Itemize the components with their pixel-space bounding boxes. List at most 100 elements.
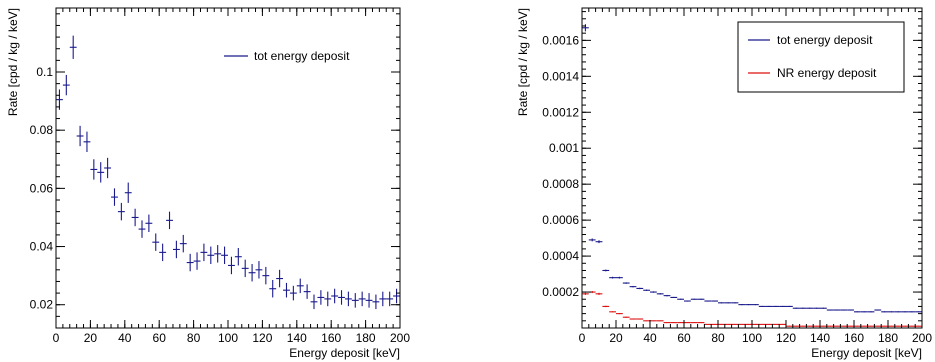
data-point xyxy=(358,291,366,307)
data-point xyxy=(813,325,820,327)
data-point xyxy=(670,322,678,324)
data-point xyxy=(269,280,277,298)
data-point xyxy=(888,311,895,313)
data-point xyxy=(772,323,780,325)
data-point xyxy=(718,302,725,304)
data-point xyxy=(806,307,814,309)
data-point xyxy=(881,325,888,327)
data-point xyxy=(881,311,888,313)
data-point xyxy=(697,322,705,324)
data-point xyxy=(656,320,664,322)
right-legend-label-tot: tot energy deposit xyxy=(777,33,873,47)
data-point xyxy=(582,24,589,32)
right-ytick-label: 0.0016 xyxy=(542,33,579,47)
data-point xyxy=(588,238,596,242)
data-point xyxy=(894,311,902,313)
data-point xyxy=(690,298,698,300)
data-point xyxy=(351,293,359,308)
data-point xyxy=(656,293,664,295)
right-ytick-label: 0.0002 xyxy=(542,285,579,299)
left-ytick-label: 0.1 xyxy=(36,65,53,79)
left-plot-panel: 0 20 40 60 80 100 120 140 160 180 200 0.02 0.04 0.06 0… xyxy=(6,7,410,360)
data-point xyxy=(69,35,77,59)
data-point xyxy=(915,325,922,327)
left-ytick-label: 0.04 xyxy=(30,240,54,254)
data-point xyxy=(786,305,793,307)
data-point xyxy=(697,298,705,300)
data-point xyxy=(731,302,739,304)
left-xtick-label: 40 xyxy=(118,331,132,345)
left-xlabel: Energy deposit [keV] xyxy=(289,346,400,360)
data-point xyxy=(854,311,861,313)
data-point xyxy=(677,298,684,300)
left-xtick-label: 100 xyxy=(218,331,238,345)
data-point xyxy=(643,320,650,322)
data-point xyxy=(650,320,657,322)
data-point xyxy=(104,157,112,179)
data-point xyxy=(650,291,657,293)
data-point xyxy=(833,325,841,327)
left-ytick-label: 0.02 xyxy=(30,298,54,312)
left-xtick-label: 120 xyxy=(252,331,272,345)
right-ylabel: Rate [cpd / kg / keV] xyxy=(516,8,530,116)
data-point xyxy=(758,305,766,307)
right-xtick-label: 0 xyxy=(579,331,586,345)
data-point xyxy=(724,323,732,325)
data-point xyxy=(372,294,380,310)
data-point xyxy=(241,259,249,278)
data-point xyxy=(874,309,882,311)
data-point xyxy=(718,323,725,325)
data-point xyxy=(745,304,752,306)
data-point xyxy=(908,311,916,313)
data-point xyxy=(159,243,167,262)
data-point xyxy=(894,325,902,327)
data-point xyxy=(283,282,290,298)
data-point xyxy=(193,252,201,270)
right-xtick-label: 100 xyxy=(742,331,762,345)
data-point xyxy=(365,293,373,308)
data-point xyxy=(799,307,807,309)
data-point xyxy=(833,309,841,311)
data-point xyxy=(901,311,909,313)
data-point xyxy=(867,311,875,313)
right-xtick-label: 20 xyxy=(609,331,623,345)
data-point xyxy=(145,214,153,232)
data-point xyxy=(724,302,732,304)
data-point xyxy=(616,313,623,315)
data-point xyxy=(186,253,194,272)
left-xtick-label: 60 xyxy=(153,331,167,345)
right-ytick-label: 0.0012 xyxy=(542,105,579,119)
data-point xyxy=(262,266,270,285)
data-point xyxy=(820,307,827,309)
data-point xyxy=(752,323,759,325)
data-point xyxy=(663,322,671,324)
right-plot-frame xyxy=(581,7,923,329)
left-ylabel: Rate [cpd / kg / keV] xyxy=(6,8,20,116)
data-point xyxy=(276,269,284,288)
left-series-0 xyxy=(56,35,400,310)
left-ytick-label: 0.06 xyxy=(30,181,54,195)
data-point xyxy=(228,256,235,275)
data-point xyxy=(296,278,304,294)
data-point xyxy=(179,234,187,253)
data-point xyxy=(888,325,895,327)
right-ytick-label: 0.0008 xyxy=(542,177,579,191)
data-point xyxy=(711,323,718,325)
right-xtick-label: 60 xyxy=(677,331,691,345)
data-point xyxy=(854,325,861,327)
right-xtick-label: 120 xyxy=(776,331,796,345)
data-point xyxy=(172,240,180,259)
data-point xyxy=(799,325,807,327)
data-point xyxy=(643,289,650,291)
data-point xyxy=(738,304,746,306)
right-xtick-label: 140 xyxy=(810,331,830,345)
left-xtick-label: 160 xyxy=(321,331,341,345)
data-point xyxy=(670,296,678,298)
data-point xyxy=(792,307,800,309)
data-point xyxy=(97,162,105,183)
data-point xyxy=(214,245,222,263)
data-point xyxy=(704,300,712,302)
data-point xyxy=(684,300,691,302)
data-point xyxy=(752,304,759,306)
right-ytick-label: 0.0006 xyxy=(542,213,579,227)
